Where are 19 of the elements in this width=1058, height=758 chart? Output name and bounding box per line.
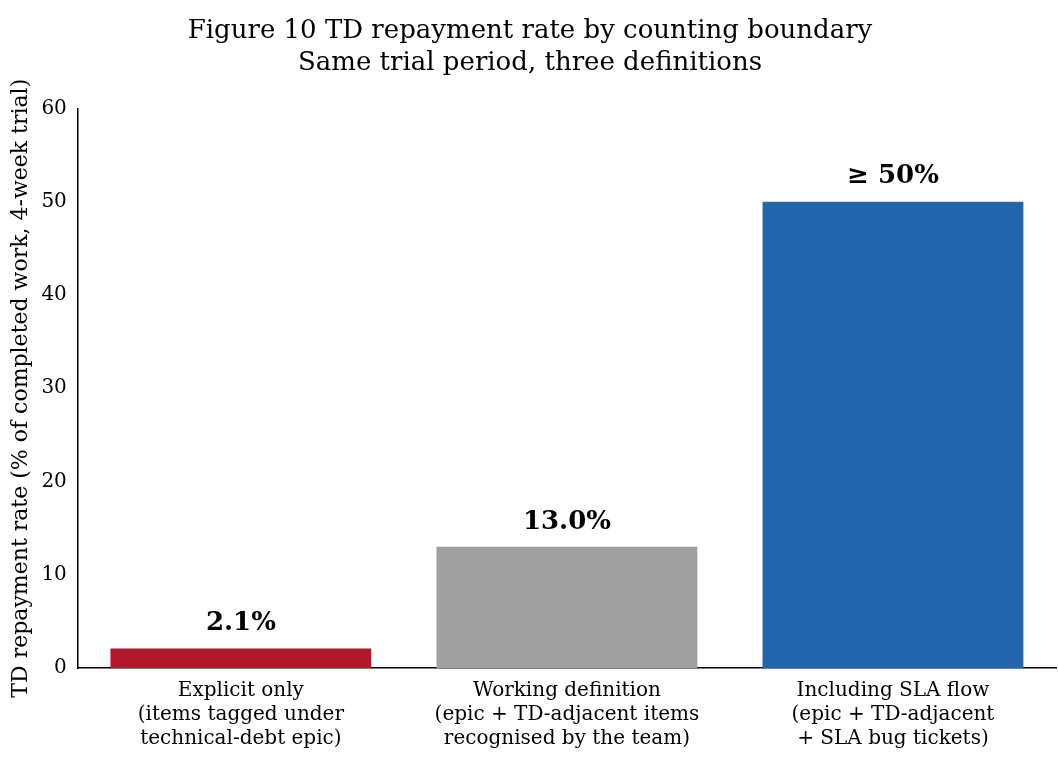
y-tick-label: 50 bbox=[41, 187, 67, 212]
x-tick-label: Including SLA flow (epic + TD-adjacent + SLA bug tickets) bbox=[791, 677, 995, 750]
y-tick-label: 60 bbox=[41, 94, 67, 119]
y-tick-label: 30 bbox=[41, 374, 67, 399]
data-label: 13.0% bbox=[522, 504, 612, 535]
data-label: 2.1% bbox=[205, 606, 277, 637]
y-axis-title: TD repayment rate (% of completed work, 4-week trial) bbox=[6, 78, 32, 698]
x-tick-label: Explicit only (items tagged under technical-debt epic) bbox=[137, 677, 345, 750]
bar bbox=[110, 648, 372, 668]
y-tick-label: 20 bbox=[41, 467, 67, 492]
data-label: ≥ 50% bbox=[847, 159, 940, 190]
chart-title: Figure 10 TD repayment rate by counting boundary bbox=[187, 14, 873, 45]
y-tick-label: 40 bbox=[41, 281, 67, 306]
y-tick-label: 0 bbox=[54, 654, 67, 679]
x-tick-label: Working definition (epic + TD-adjacent items recognised by the team) bbox=[434, 677, 700, 750]
bar bbox=[436, 546, 698, 668]
bar bbox=[762, 201, 1024, 668]
y-tick-label: 10 bbox=[41, 560, 67, 585]
chart-subtitle: Same trial period, three definitions bbox=[297, 45, 763, 76]
